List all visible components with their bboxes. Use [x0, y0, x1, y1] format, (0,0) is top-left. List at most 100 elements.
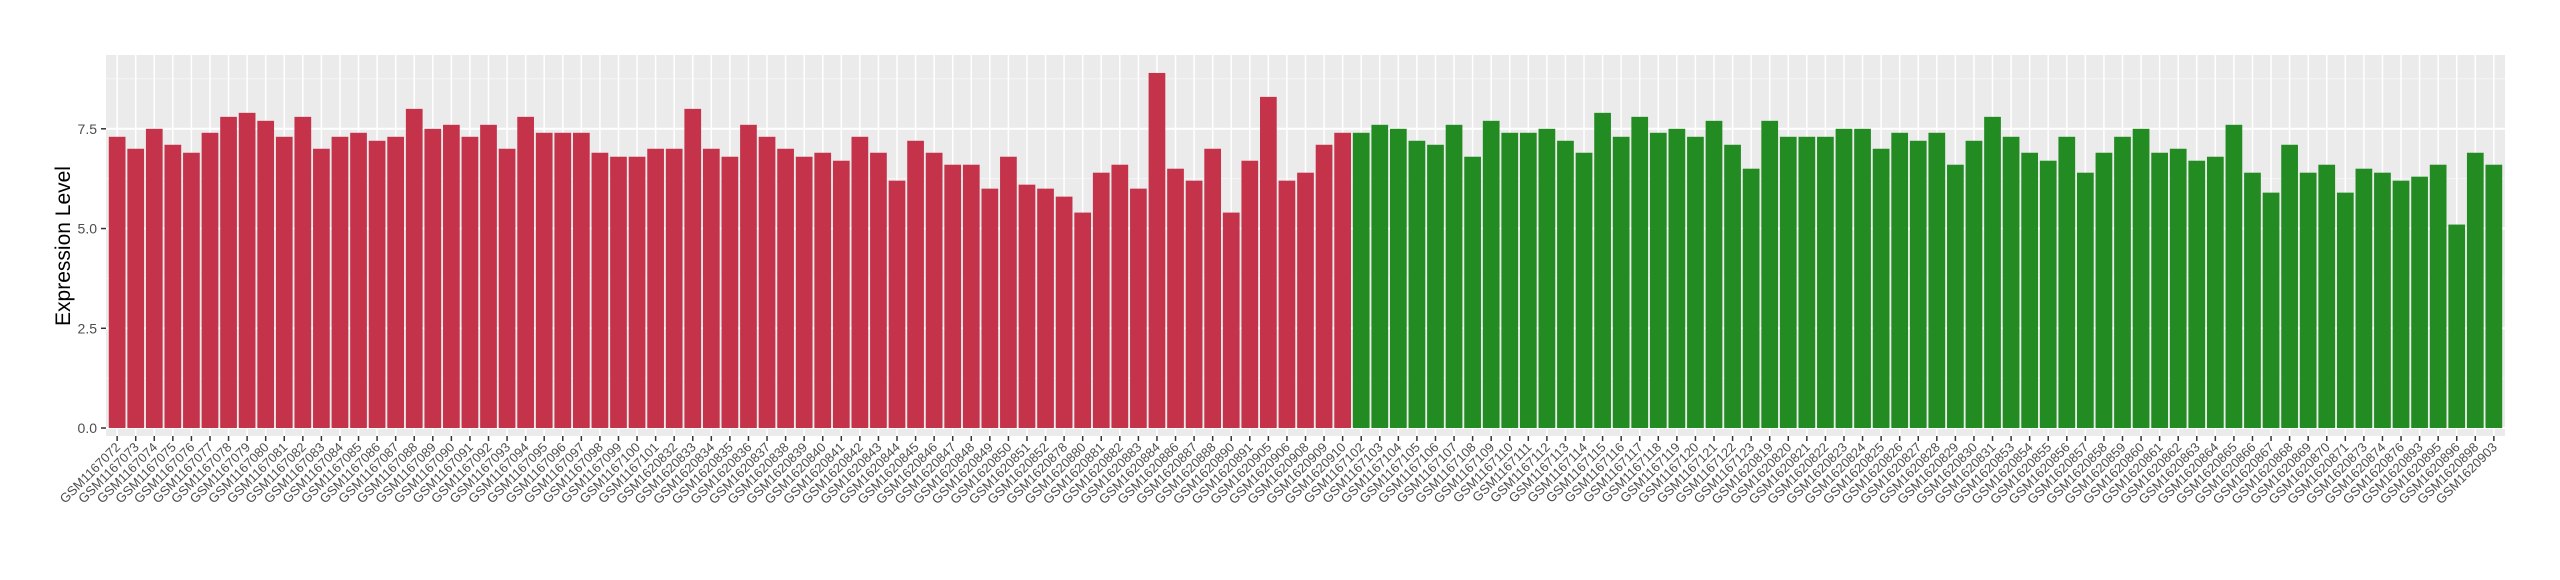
- bar: [758, 136, 776, 429]
- bar: [1204, 148, 1222, 429]
- bar: [610, 156, 627, 429]
- bar: [2058, 136, 2076, 429]
- bar: [1371, 124, 1389, 429]
- bar: [628, 156, 646, 429]
- bar: [1538, 128, 1556, 429]
- bar: [2021, 152, 2039, 429]
- bar: [777, 148, 794, 429]
- bar: [832, 160, 850, 429]
- bar: [1594, 112, 1611, 429]
- bar: [461, 136, 479, 429]
- bar: [2336, 192, 2354, 429]
- bar: [1612, 136, 1630, 429]
- bar: [2169, 148, 2187, 429]
- bar: [1965, 140, 1983, 429]
- bar: [2392, 180, 2410, 429]
- bar: [220, 116, 237, 429]
- bar: [925, 152, 943, 429]
- bar: [2188, 160, 2206, 429]
- bar: [2244, 172, 2261, 429]
- bar: [1334, 132, 1351, 429]
- bar: [1742, 168, 1760, 429]
- bar: [1631, 116, 1649, 429]
- bar: [702, 148, 720, 429]
- bar: [2114, 136, 2131, 429]
- bar: [554, 132, 572, 429]
- bar: [1167, 168, 1184, 429]
- bar: [1092, 172, 1110, 429]
- bar: [647, 148, 664, 429]
- bar: [1148, 72, 1166, 429]
- bar: [498, 148, 516, 429]
- bar: [2132, 128, 2150, 429]
- bar: [2374, 172, 2391, 429]
- bar: [2448, 224, 2466, 429]
- bar: [1705, 120, 1723, 429]
- bar: [665, 148, 683, 429]
- bar: [2466, 152, 2484, 429]
- bar: [387, 136, 405, 429]
- bar: [1798, 136, 1816, 429]
- bar: [1297, 172, 1314, 429]
- bar: [331, 136, 349, 429]
- bar: [1557, 140, 1574, 429]
- bar: [2206, 156, 2224, 429]
- bar: [1464, 156, 1481, 429]
- bar: [907, 140, 924, 429]
- bar: [944, 164, 962, 429]
- bar: [294, 116, 312, 429]
- bar: [1817, 136, 1834, 429]
- bar: [1649, 132, 1667, 429]
- bar: [1427, 144, 1444, 429]
- bar: [2039, 160, 2057, 429]
- bar: [1055, 196, 1073, 429]
- bar: [1185, 180, 1203, 429]
- bar: [1408, 140, 1426, 429]
- bar: [1000, 156, 1017, 429]
- bar: [313, 148, 330, 429]
- bar: [1947, 164, 1964, 429]
- bar: [183, 152, 200, 429]
- bar: [1241, 160, 1259, 429]
- bar: [2485, 164, 2503, 429]
- bar: [2262, 192, 2280, 429]
- bar: [1724, 144, 1741, 429]
- bar: [2411, 176, 2428, 429]
- bar: [2225, 124, 2243, 429]
- bar: [1854, 128, 1871, 429]
- bar: [1872, 148, 1890, 429]
- bar: [517, 116, 534, 429]
- bar: [1668, 128, 1686, 429]
- bar: [1074, 212, 1092, 429]
- bar: [108, 136, 126, 429]
- bar: [1130, 188, 1147, 429]
- bar: [1445, 124, 1463, 429]
- bar: [1278, 180, 1296, 429]
- bar: [145, 128, 163, 429]
- y-tick-label: 0.0: [78, 420, 98, 436]
- bar: [368, 140, 386, 429]
- bar: [275, 136, 293, 429]
- bar: [1315, 144, 1333, 429]
- bar: [405, 108, 423, 429]
- bar: [684, 108, 702, 429]
- bar: [814, 152, 832, 429]
- bar: [480, 124, 497, 429]
- bar: [238, 112, 256, 429]
- bar: [795, 156, 813, 429]
- bar: [2151, 152, 2168, 429]
- bar: [2299, 172, 2317, 429]
- bar: [2429, 164, 2447, 429]
- bar: [1928, 132, 1946, 429]
- bar: [870, 152, 887, 429]
- y-tick-label: 7.5: [78, 121, 98, 137]
- bar: [1260, 96, 1277, 429]
- bar: [1482, 120, 1500, 429]
- bar: [721, 156, 739, 429]
- bar: [1037, 188, 1054, 429]
- bar: [2095, 152, 2113, 429]
- bar: [1389, 128, 1407, 429]
- bar: [1891, 132, 1909, 429]
- bar: [201, 132, 219, 429]
